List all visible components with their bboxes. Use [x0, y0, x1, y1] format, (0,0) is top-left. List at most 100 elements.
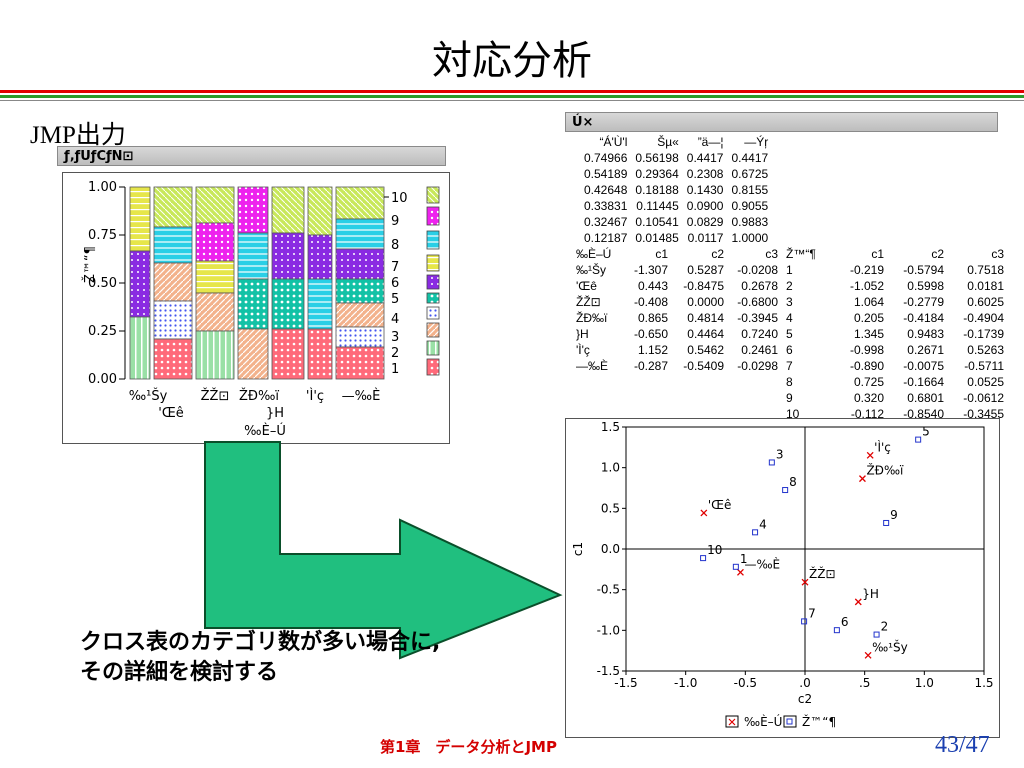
- scatter-point-label: ŽÐ‰ï: [866, 463, 904, 478]
- x-tick-label: -1.0: [674, 676, 697, 690]
- table-cell: -0.2779: [903, 295, 944, 309]
- y-tick-label: -1.5: [597, 664, 620, 678]
- mosaic-header-bar[interactable]: ƒ‚ƒUƒCƒN⊡: [57, 146, 446, 166]
- scatter-point-label: 'Œê: [708, 498, 732, 512]
- correspondence-scatter-plot: -1.5 -1.0 -0.5 .0 .5 1.0 1.5 1.5 1.0 0.5 0.0 -0.5 -1…: [571, 420, 994, 729]
- table-row: 0.42648 0.18188 0.1430 0.8155: [580, 182, 772, 198]
- table-cell: 2: [786, 279, 793, 293]
- y-tick-label: 0.5: [601, 501, 620, 515]
- mosaic-cells: [129, 186, 385, 380]
- table-cell: 'Ì'ç: [576, 343, 590, 357]
- coordinates-table: ‰È–Ú c1 c2 c3 Ž™“¶ c1 c2 c3 ‰¹Šy -1.307 0.…: [572, 246, 1008, 422]
- x-tick-label: -0.5: [734, 676, 757, 690]
- mosaic-cell: [335, 326, 385, 348]
- legend-swatch: [426, 230, 440, 250]
- table-cell: -0.4184: [903, 311, 944, 325]
- column-header: c3: [765, 247, 778, 261]
- table-cell: [624, 390, 672, 406]
- mosaic-cell: [195, 292, 235, 332]
- table-cell: [572, 390, 624, 406]
- x-tick-label: .5: [859, 676, 870, 690]
- mosaic-legend-label: 3: [391, 330, 399, 345]
- legend-swatch: [426, 274, 440, 290]
- scatter-point-label: }H: [862, 587, 879, 601]
- table-cell: 4: [786, 311, 793, 325]
- table-cell: 0.205: [853, 311, 884, 325]
- table-cell: 0.29364: [635, 167, 679, 181]
- table-row: 0.54189 0.29364 0.2308 0.6725: [580, 166, 772, 182]
- column-header: c1: [655, 247, 668, 261]
- mosaic-cell: [237, 186, 269, 234]
- table-cell: [624, 374, 672, 390]
- legend-swatch: [426, 358, 440, 376]
- legend-box: [783, 715, 797, 728]
- legend-swatch: [426, 340, 440, 356]
- table-cell: -0.650: [633, 327, 668, 341]
- mosaic-cell: [129, 250, 151, 318]
- scatter-point-square: [700, 555, 707, 562]
- scatter-plot-frame: -1.5 -1.0 -0.5 .0 .5 1.0 1.5 1.5 1.0 0.5 0.0 -0.5 -1…: [565, 418, 1000, 738]
- details-header-bar[interactable]: Ú×: [565, 112, 998, 132]
- legend-swatch: [426, 306, 440, 320]
- table-cell: -0.8540: [903, 407, 944, 421]
- table-header-row: ‰È–Ú c1 c2 c3 Ž™“¶ c1 c2 c3: [572, 246, 1008, 262]
- scatter-point-label: 8: [789, 475, 797, 489]
- legend-swatch: [426, 186, 440, 204]
- mosaic-cell: [129, 316, 151, 380]
- legend-marker-x: [728, 718, 736, 726]
- table-cell: —‰È: [576, 359, 609, 373]
- table-cell: 0.54189: [584, 167, 628, 181]
- mosaic-y-tick: 0.50: [88, 276, 117, 291]
- column-header: c1: [871, 247, 884, 261]
- mosaic-cell: [153, 300, 193, 340]
- table-cell: -0.4904: [963, 311, 1004, 325]
- scatter-point-x: [866, 451, 874, 459]
- scatter-point-x: [854, 598, 862, 606]
- table-cell: 0.0181: [967, 279, 1004, 293]
- table-cell: 8: [786, 375, 793, 389]
- table-cell: -0.5409: [683, 359, 724, 373]
- table-cell: 0.7240: [741, 327, 778, 341]
- table-cell: 3: [786, 295, 793, 309]
- scatter-point-label: —‰È: [744, 556, 780, 571]
- table-cell: 0.4814: [687, 311, 724, 325]
- legend-label: Ž™“¶: [802, 714, 836, 729]
- mosaic-cell: [307, 234, 333, 280]
- table-cell: -0.287: [633, 359, 668, 373]
- table-cell: 0.6725: [731, 167, 769, 181]
- mosaic-legend-label: 7: [391, 260, 399, 275]
- table-row: 0.74966 0.56198 0.4417 0.4417: [580, 150, 772, 166]
- scatter-point-label: 3: [776, 447, 784, 461]
- mosaic-cell: [153, 186, 193, 228]
- mosaic-cell: [335, 278, 385, 304]
- table-cell: 0.42648: [584, 183, 628, 197]
- table-cell: 0.01485: [635, 231, 679, 245]
- scatter-point-square: [873, 631, 880, 638]
- legend-swatch: [426, 254, 440, 272]
- table-cell: 0.9055: [731, 199, 769, 213]
- table-cell: 0.33831: [584, 199, 628, 213]
- table-cell: 0.0117: [687, 231, 724, 245]
- mosaic-cell: [153, 262, 193, 302]
- mosaic-x-label: ŽÐ‰ï: [239, 388, 279, 404]
- table-cell: -1.307: [633, 263, 668, 277]
- table-cell: 7: [786, 359, 793, 373]
- table-cell: 0.5263: [967, 343, 1004, 357]
- table-cell: 0.5287: [687, 263, 724, 277]
- table-cell: -0.112: [850, 407, 884, 421]
- table-cell: 0.1430: [686, 183, 724, 197]
- table-cell: 0.2461: [741, 343, 778, 357]
- mosaic-cell: [307, 186, 333, 236]
- singular-value-table: “Á'Ù'l Šµ« ”ä—¦ —Ýŗ 0.74966 0.56198 0.4417…: [580, 134, 772, 246]
- table-cell: 0.320: [853, 391, 884, 405]
- mosaic-cell: [195, 260, 235, 294]
- table-cell: 1: [786, 263, 793, 277]
- x-axis-label: c2: [798, 692, 812, 706]
- mosaic-cell: [195, 330, 235, 380]
- column-header: Ž™“¶: [786, 247, 816, 261]
- mosaic-legend-label: 10: [391, 191, 408, 206]
- table-cell: 0.865: [637, 311, 668, 325]
- table-cell: [572, 374, 624, 390]
- mosaic-cell: [335, 248, 385, 280]
- y-tick-label: 0.0: [601, 542, 620, 556]
